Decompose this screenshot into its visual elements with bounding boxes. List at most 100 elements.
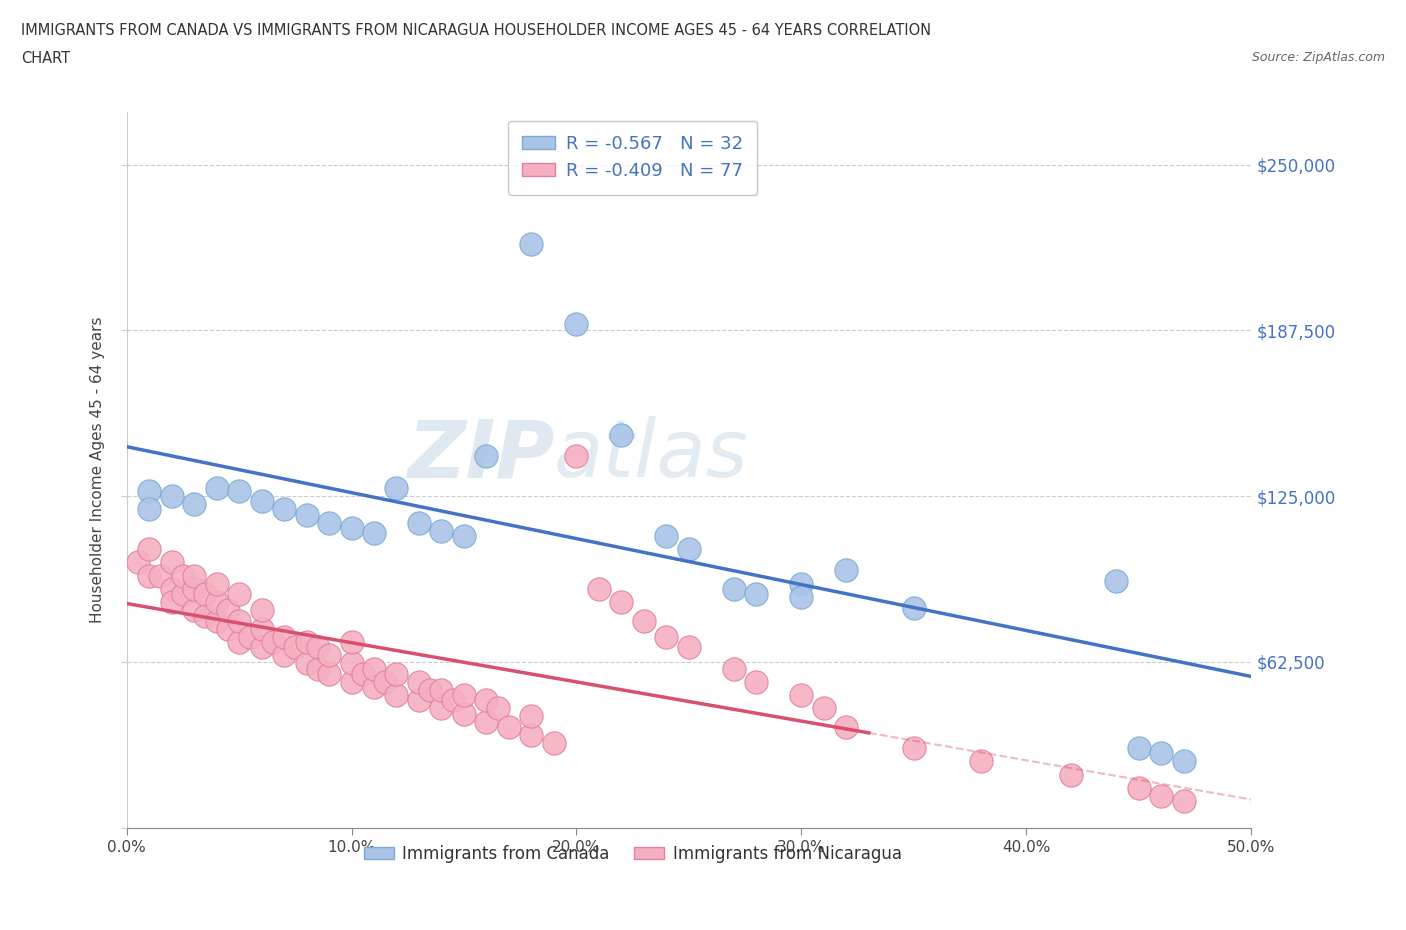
Point bbox=[318, 515, 340, 530]
Point bbox=[520, 727, 543, 742]
Point bbox=[250, 640, 273, 655]
Point bbox=[262, 634, 284, 649]
Point bbox=[610, 595, 633, 610]
Y-axis label: Householder Income Ages 45 - 64 years: Householder Income Ages 45 - 64 years bbox=[90, 316, 105, 623]
Point bbox=[363, 525, 385, 540]
Point bbox=[374, 674, 396, 689]
Point bbox=[408, 693, 430, 708]
Point bbox=[1128, 740, 1150, 755]
Point bbox=[610, 428, 633, 443]
Point bbox=[307, 661, 329, 676]
Point bbox=[970, 754, 993, 769]
Point bbox=[453, 528, 475, 543]
Point bbox=[183, 497, 205, 512]
Point bbox=[475, 449, 498, 464]
Point bbox=[430, 524, 453, 538]
Point bbox=[745, 674, 768, 689]
Point bbox=[453, 706, 475, 721]
Point bbox=[160, 581, 183, 596]
Point bbox=[678, 542, 700, 557]
Point bbox=[441, 693, 464, 708]
Text: atlas: atlas bbox=[554, 417, 749, 495]
Point bbox=[340, 634, 363, 649]
Point bbox=[835, 720, 858, 735]
Text: ZIP: ZIP bbox=[406, 417, 554, 495]
Point bbox=[340, 674, 363, 689]
Point bbox=[205, 595, 228, 610]
Point bbox=[520, 709, 543, 724]
Point bbox=[172, 568, 194, 583]
Point bbox=[273, 630, 295, 644]
Point bbox=[745, 587, 768, 602]
Point bbox=[408, 674, 430, 689]
Point bbox=[498, 720, 520, 735]
Point bbox=[340, 521, 363, 536]
Point bbox=[228, 587, 250, 602]
Point bbox=[228, 614, 250, 629]
Point bbox=[813, 701, 835, 716]
Point bbox=[295, 507, 318, 522]
Point bbox=[408, 515, 430, 530]
Point bbox=[284, 640, 307, 655]
Legend: Immigrants from Canada, Immigrants from Nicaragua: Immigrants from Canada, Immigrants from … bbox=[357, 838, 908, 870]
Point bbox=[307, 640, 329, 655]
Point bbox=[385, 687, 408, 702]
Point bbox=[588, 581, 610, 596]
Point bbox=[363, 680, 385, 695]
Point bbox=[1150, 746, 1173, 761]
Point bbox=[655, 630, 678, 644]
Point bbox=[520, 237, 543, 252]
Point bbox=[250, 494, 273, 509]
Point bbox=[138, 502, 160, 517]
Point bbox=[903, 600, 925, 615]
Point bbox=[1173, 793, 1195, 808]
Point bbox=[475, 693, 498, 708]
Point bbox=[295, 634, 318, 649]
Text: Source: ZipAtlas.com: Source: ZipAtlas.com bbox=[1251, 51, 1385, 64]
Point bbox=[138, 568, 160, 583]
Point bbox=[217, 621, 239, 636]
Point bbox=[205, 577, 228, 591]
Point bbox=[385, 481, 408, 496]
Point bbox=[149, 568, 172, 583]
Point bbox=[1128, 780, 1150, 795]
Point bbox=[1105, 574, 1128, 589]
Point bbox=[790, 687, 813, 702]
Point bbox=[183, 568, 205, 583]
Point bbox=[250, 621, 273, 636]
Point bbox=[633, 614, 655, 629]
Point bbox=[318, 667, 340, 682]
Point bbox=[453, 687, 475, 702]
Point bbox=[430, 701, 453, 716]
Point bbox=[228, 634, 250, 649]
Point bbox=[352, 667, 374, 682]
Point bbox=[678, 640, 700, 655]
Point bbox=[543, 736, 565, 751]
Point bbox=[655, 528, 678, 543]
Text: CHART: CHART bbox=[21, 51, 70, 66]
Point bbox=[790, 577, 813, 591]
Point bbox=[273, 502, 295, 517]
Point bbox=[723, 581, 745, 596]
Point bbox=[194, 587, 217, 602]
Point bbox=[385, 667, 408, 682]
Point bbox=[835, 563, 858, 578]
Point bbox=[419, 683, 441, 698]
Point bbox=[138, 484, 160, 498]
Point bbox=[363, 661, 385, 676]
Point bbox=[340, 656, 363, 671]
Point bbox=[903, 740, 925, 755]
Point bbox=[138, 542, 160, 557]
Point bbox=[183, 603, 205, 618]
Point bbox=[486, 701, 509, 716]
Point bbox=[430, 683, 453, 698]
Point bbox=[475, 714, 498, 729]
Point bbox=[790, 590, 813, 604]
Point bbox=[1060, 767, 1083, 782]
Point bbox=[160, 489, 183, 504]
Point bbox=[295, 656, 318, 671]
Point bbox=[160, 595, 183, 610]
Point bbox=[172, 587, 194, 602]
Point bbox=[250, 603, 273, 618]
Point bbox=[183, 581, 205, 596]
